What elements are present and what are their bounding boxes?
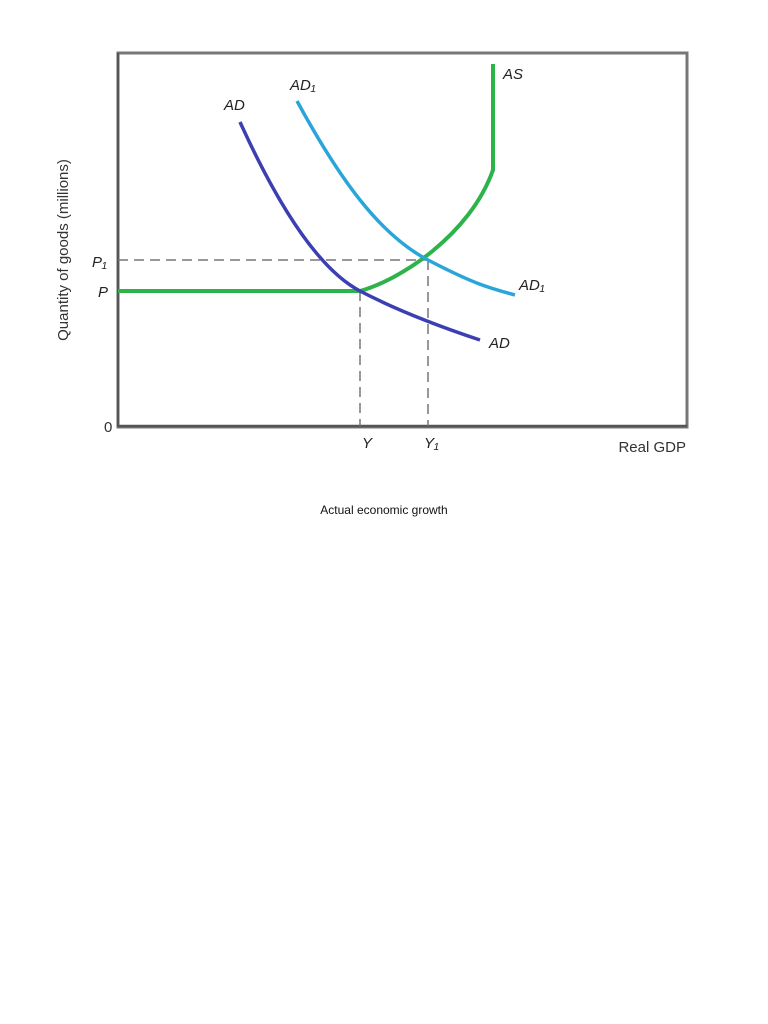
curve-label: AD₁ bbox=[518, 277, 545, 294]
as-curve bbox=[118, 64, 495, 293]
y-label: P₁ bbox=[92, 254, 107, 271]
x-label: Y bbox=[362, 435, 373, 452]
y-axis-title: Quantity of goods (millions) bbox=[55, 159, 72, 341]
curve-label: AS bbox=[502, 66, 523, 83]
curve-label: AD₁ bbox=[289, 77, 316, 94]
plot-frame bbox=[116, 51, 689, 429]
curve-label: AD bbox=[488, 335, 510, 352]
y-label: 0 bbox=[104, 419, 112, 436]
x-axis-title: Real GDP bbox=[618, 439, 686, 456]
ad1-curve bbox=[295, 100, 516, 297]
caption: Actual economic growth bbox=[320, 503, 447, 517]
y-label: P bbox=[98, 284, 108, 301]
ad-curve bbox=[238, 121, 481, 342]
curve-label: AD bbox=[223, 97, 245, 114]
x-label: Y₁ bbox=[424, 435, 439, 452]
